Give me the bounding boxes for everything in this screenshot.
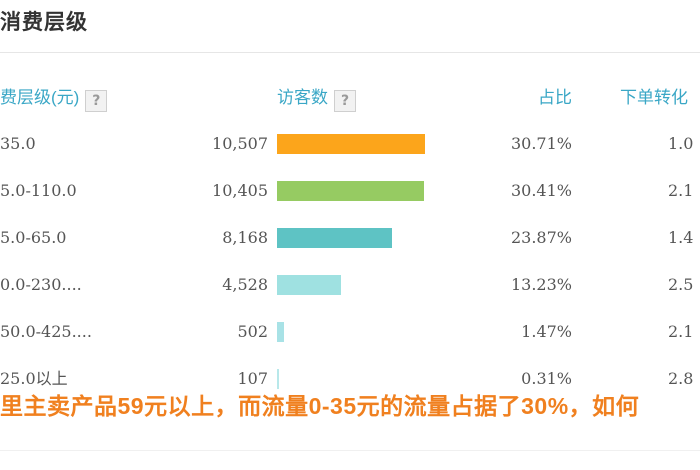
row-visitors-bar: [277, 369, 279, 389]
row-level-label: 25.0以上: [0, 369, 68, 388]
row-visitors-bar: [277, 134, 425, 154]
row-share-percent: 30.71%: [510, 134, 572, 153]
row-visitors-bar: [277, 275, 341, 295]
row-visitors-bar: [277, 181, 424, 201]
header-conversion: 下单转化: [620, 86, 688, 110]
row-share-percent: 23.87%: [510, 228, 572, 247]
row-conversion-rate: 1.4: [668, 228, 694, 247]
row-visitors-count: 502: [237, 322, 268, 341]
header-share: 占比: [538, 86, 572, 110]
header-visitors: 访客数?: [277, 86, 356, 112]
row-conversion-rate: 1.0: [668, 134, 694, 153]
section-title: 消费层级: [0, 8, 88, 38]
title-divider: [0, 52, 700, 53]
footer-note: 里主卖产品59元以上，而流量0-35元的流量占据了30%，如何: [0, 390, 639, 422]
footer-note-text: 里主卖产品59元以上，而流量0-35元的流量占据了30%，如何: [0, 393, 640, 419]
header-conversion-label: 下单转化: [620, 88, 688, 107]
header-visitors-label: 访客数: [277, 88, 328, 107]
bottom-divider: [0, 450, 700, 451]
row-share-percent: 30.41%: [510, 181, 572, 200]
row-conversion-rate: 2.5: [668, 275, 694, 294]
row-level-label: 0.0-230....: [0, 275, 82, 294]
row-visitors-count: 8,168: [222, 228, 268, 247]
header-consumption-level-label: 费层级(元): [0, 88, 80, 107]
row-share-percent: 13.23%: [510, 275, 572, 294]
header-consumption-level: 费层级(元)?: [0, 86, 108, 112]
help-icon[interactable]: ?: [334, 90, 356, 112]
header-share-label: 占比: [538, 88, 572, 107]
row-conversion-rate: 2.8: [668, 369, 694, 388]
row-visitors-count: 10,405: [212, 181, 268, 200]
row-visitors-count: 4,528: [222, 275, 268, 294]
row-conversion-rate: 2.1: [668, 322, 694, 341]
row-visitors-bar: [277, 322, 284, 342]
row-share-percent: 1.47%: [521, 322, 572, 341]
row-level-label: 5.0-65.0: [0, 228, 67, 247]
row-visitors-count: 10,507: [212, 134, 268, 153]
row-level-label: 50.0-425....: [0, 322, 92, 341]
row-level-label: 35.0: [0, 134, 36, 153]
row-level-label: 5.0-110.0: [0, 181, 77, 200]
row-visitors-bar: [277, 228, 392, 248]
row-conversion-rate: 2.1: [668, 181, 694, 200]
row-share-percent: 0.31%: [521, 369, 572, 388]
section-title-text: 消费层级: [0, 11, 88, 34]
help-icon[interactable]: ?: [85, 90, 108, 112]
row-visitors-count: 107: [237, 369, 268, 388]
